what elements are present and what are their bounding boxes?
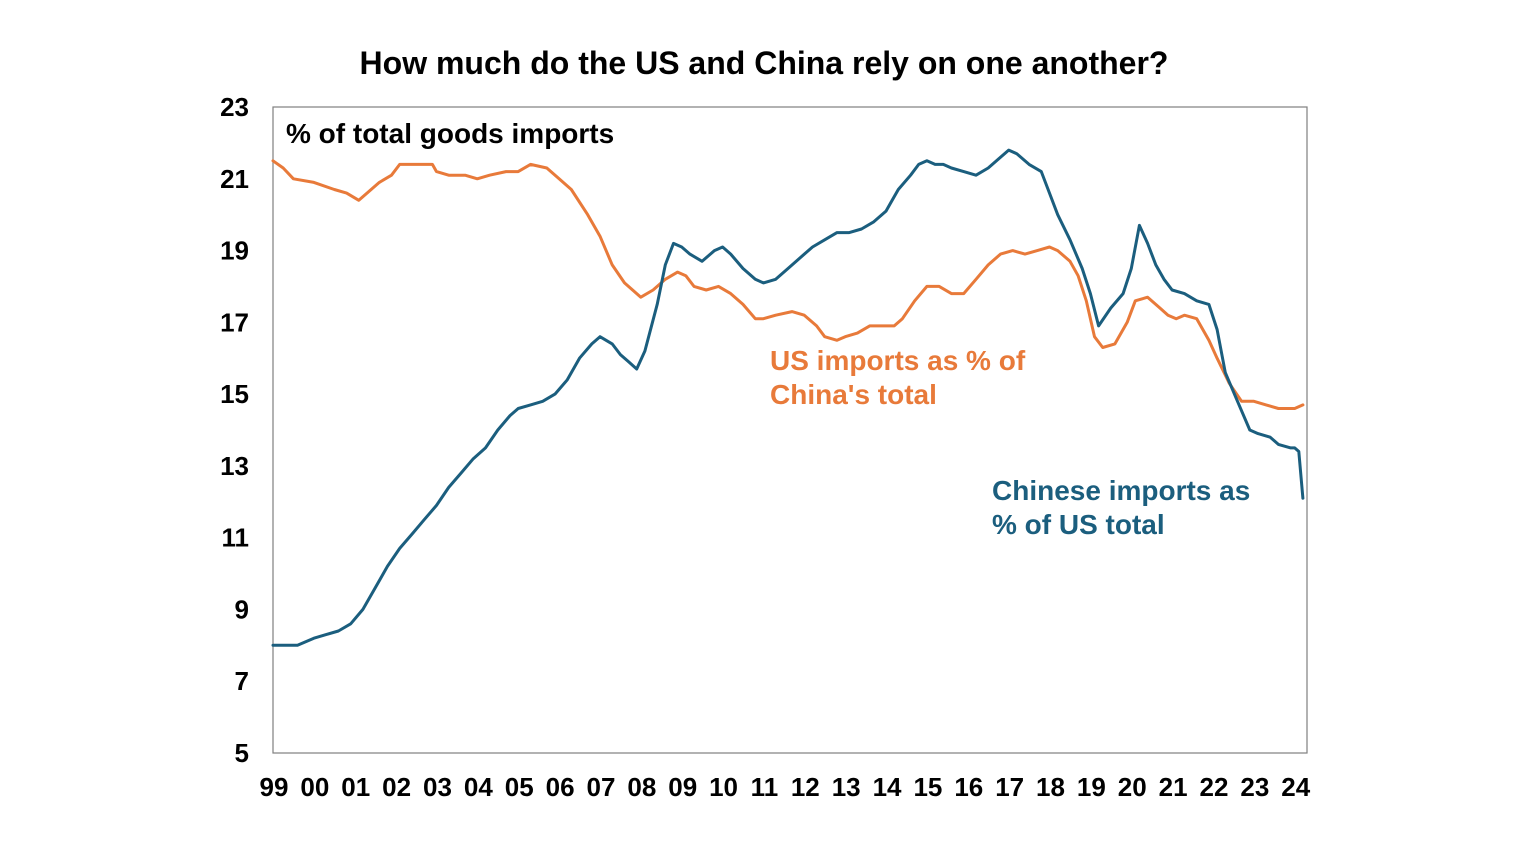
x-tick-label: 10 (709, 772, 738, 802)
x-tick-label: 16 (954, 772, 983, 802)
x-axis: 99 00 01 02 03 04 05 06 07 08 09 10 11 12 13 14 15 16 17 18… (260, 772, 1311, 802)
x-tick-label: 02 (382, 772, 411, 802)
x-tick-label: 17 (995, 772, 1024, 802)
y-tick-label: 15 (220, 379, 249, 409)
series-label-us-imports-line2: China's total (770, 379, 937, 410)
x-tick-label: 22 (1200, 772, 1229, 802)
x-tick-label: 24 (1281, 772, 1310, 802)
y-tick-label: 11 (222, 523, 250, 553)
series-line-china-imports-share-of-us (271, 148, 1305, 647)
x-tick-label: 07 (586, 772, 615, 802)
plot-area-frame (272, 106, 1308, 754)
x-tick-label: 18 (1036, 772, 1065, 802)
series-label-china-imports-line2: % of US total (992, 509, 1165, 540)
y-axis-unit-label: % of total goods imports (286, 118, 614, 149)
x-tick-label: 13 (832, 772, 861, 802)
y-tick-label: 13 (220, 451, 249, 481)
y-tick-label: 23 (220, 92, 249, 122)
x-tick-label: 08 (627, 772, 656, 802)
x-tick-label: 14 (873, 772, 902, 802)
y-tick-label: 9 (235, 594, 249, 624)
y-tick-label: 7 (235, 666, 249, 696)
x-tick-label: 12 (791, 772, 820, 802)
x-tick-label: 19 (1077, 772, 1106, 802)
x-tick-label: 09 (668, 772, 697, 802)
y-tick-label: 19 (220, 236, 249, 266)
chart-title: How much do the US and China rely on one… (360, 45, 1169, 81)
x-tick-label: 05 (505, 772, 534, 802)
x-tick-label: 23 (1240, 772, 1269, 802)
x-tick-label: 21 (1159, 772, 1188, 802)
series-line-us-imports-share-of-china (271, 159, 1305, 410)
x-tick-label: 04 (464, 772, 493, 802)
x-tick-label: 15 (913, 772, 942, 802)
x-tick-label: 03 (423, 772, 452, 802)
series-label-us-imports-line1: US imports as % of (770, 345, 1026, 376)
y-tick-label: 17 (220, 307, 249, 337)
x-tick-label: 01 (341, 772, 370, 802)
y-tick-label: 21 (220, 164, 249, 194)
series-label-china-imports-line1: Chinese imports as (992, 475, 1250, 506)
y-tick-label: 5 (235, 738, 249, 768)
x-tick-label: 20 (1118, 772, 1147, 802)
series-layer (271, 148, 1305, 647)
x-tick-label: 11 (751, 772, 779, 802)
x-tick-label: 00 (300, 772, 329, 802)
x-tick-label: 06 (546, 772, 575, 802)
y-axis: 5 7 9 11 13 15 17 19 21 23 (220, 92, 249, 768)
x-tick-label: 99 (260, 772, 289, 802)
